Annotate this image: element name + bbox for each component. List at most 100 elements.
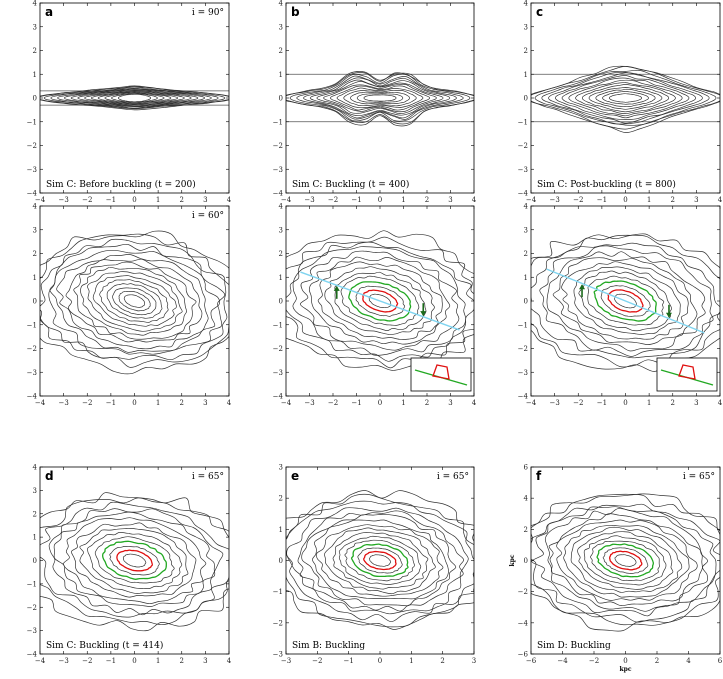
x-tick-label: −3 [58,657,68,665]
y-tick-label: 0 [279,298,283,306]
y-axis-unit: kpc [509,554,516,566]
y-tick-label: −4 [518,190,529,198]
x-tick-label: 4 [686,657,691,665]
contour-line [552,257,698,345]
panel-b2: −4 −3 −2 −1 0 1 2 3 4 4 3 2 1 0 −1 −2 −3 −4 [273,203,477,408]
y-tick-label: 4 [33,0,38,8]
y-tick-label: −1 [27,321,37,329]
contour-line [286,236,474,369]
contour-line [40,233,229,368]
x-tick-label: 6 [718,657,723,665]
contour-line [338,535,422,585]
contour-plot-d [40,492,229,632]
panel-d: −4 −3 −2 −1 0 1 2 3 4 4 3 2 1 0 −1 −2 −3 −4 d i = 65° Sim C:… [27,464,232,666]
y-tick-label: −4 [27,651,38,659]
panel-c2: −4 −3 −2 −1 0 1 2 3 4 4 3 2 1 0 −1 −2 −3 −4 [518,203,723,408]
contour-line [111,93,158,103]
x-tick-label: −4 [35,196,46,204]
panel-frame [285,2,475,194]
panel-letter: d [45,469,54,483]
contour-line [104,92,165,104]
contour-line [531,242,720,359]
bar-major-axis-line [300,271,460,331]
contour-line [607,289,644,313]
y-tick-label: −3 [273,166,283,174]
x-tick-label: −2 [328,399,338,407]
panel-caption: Sim B: Buckling [292,641,365,651]
contour-line [87,531,183,590]
contour-line [90,91,179,105]
x-tick-label: −1 [106,657,116,665]
contour-line [40,492,229,632]
y-tick-label: 1 [524,274,528,282]
y-tick-label: 0 [524,95,528,103]
y-tick-label: 3 [279,226,283,234]
y-tick-label: −4 [273,190,284,198]
y-tick-label: 0 [524,557,528,565]
contour-line [73,261,197,340]
y-tick-label: 2 [524,526,528,534]
x-tick-label: 4 [472,196,477,204]
contour-line [556,519,698,601]
contour-line [581,84,670,113]
inclination-label: i = 65° [683,472,715,482]
y-tick-label: 1 [279,526,283,534]
contour-plot-b [286,71,474,127]
x-tick-label: −1 [106,196,116,204]
y-tick-label: 3 [279,464,283,472]
contour-line [357,547,403,574]
y-tick-label: −2 [27,604,37,612]
contour-line [561,77,690,119]
x-tick-label: −2 [82,657,92,665]
y-tick-label: 2 [279,47,283,55]
contour-line [49,250,220,353]
y-tick-label: 2 [33,250,37,258]
x-tick-label: −4 [35,399,46,407]
contour-line [332,532,429,590]
y-tick-label: 1 [33,71,37,79]
contour-line [531,503,720,623]
x-tick-label: −4 [281,399,292,407]
x-tick-label: −6 [526,657,537,665]
x-tick-label: 2 [425,399,429,407]
contour-line [286,241,474,362]
contour-line [87,271,183,332]
contour-line [92,275,177,327]
contour-line [77,90,192,106]
contour-line [118,290,151,312]
contour-line [117,93,152,103]
contour-line [299,250,460,351]
x-tick-label: −3 [549,399,559,407]
contour-line [286,500,474,623]
y-tick-label: −2 [518,142,528,150]
contour-line [578,270,672,332]
contour-line [602,547,649,574]
contour-line [286,490,474,630]
contour-line [531,234,720,368]
contour-line [587,275,665,326]
y-tick-label: −1 [273,321,283,329]
contour-line [573,266,681,335]
contour-line [71,522,197,598]
arrow-head [579,284,586,290]
panel-letter: f [536,469,542,483]
contour-line [80,266,187,336]
y-tick-label: −3 [518,166,528,174]
bar-major-axis-line [546,268,705,334]
x-tick-label: 2 [671,196,675,204]
contour-line [531,493,720,626]
contour-line [315,524,444,597]
contour-line [343,89,417,107]
panel-frame [530,466,721,655]
contour-line [63,517,207,605]
x-tick-label: 3 [694,399,698,407]
y-tick-label: 1 [33,274,37,282]
inclination-label: i = 65° [192,472,224,482]
contour-plot-b2 [286,230,474,371]
y-tick-label: 0 [524,298,528,306]
x-tick-label: −4 [557,657,568,665]
contour-line [544,508,709,612]
y-tick-label: −4 [518,393,529,401]
contour-line [289,73,471,122]
x-tick-label: 0 [132,196,136,204]
